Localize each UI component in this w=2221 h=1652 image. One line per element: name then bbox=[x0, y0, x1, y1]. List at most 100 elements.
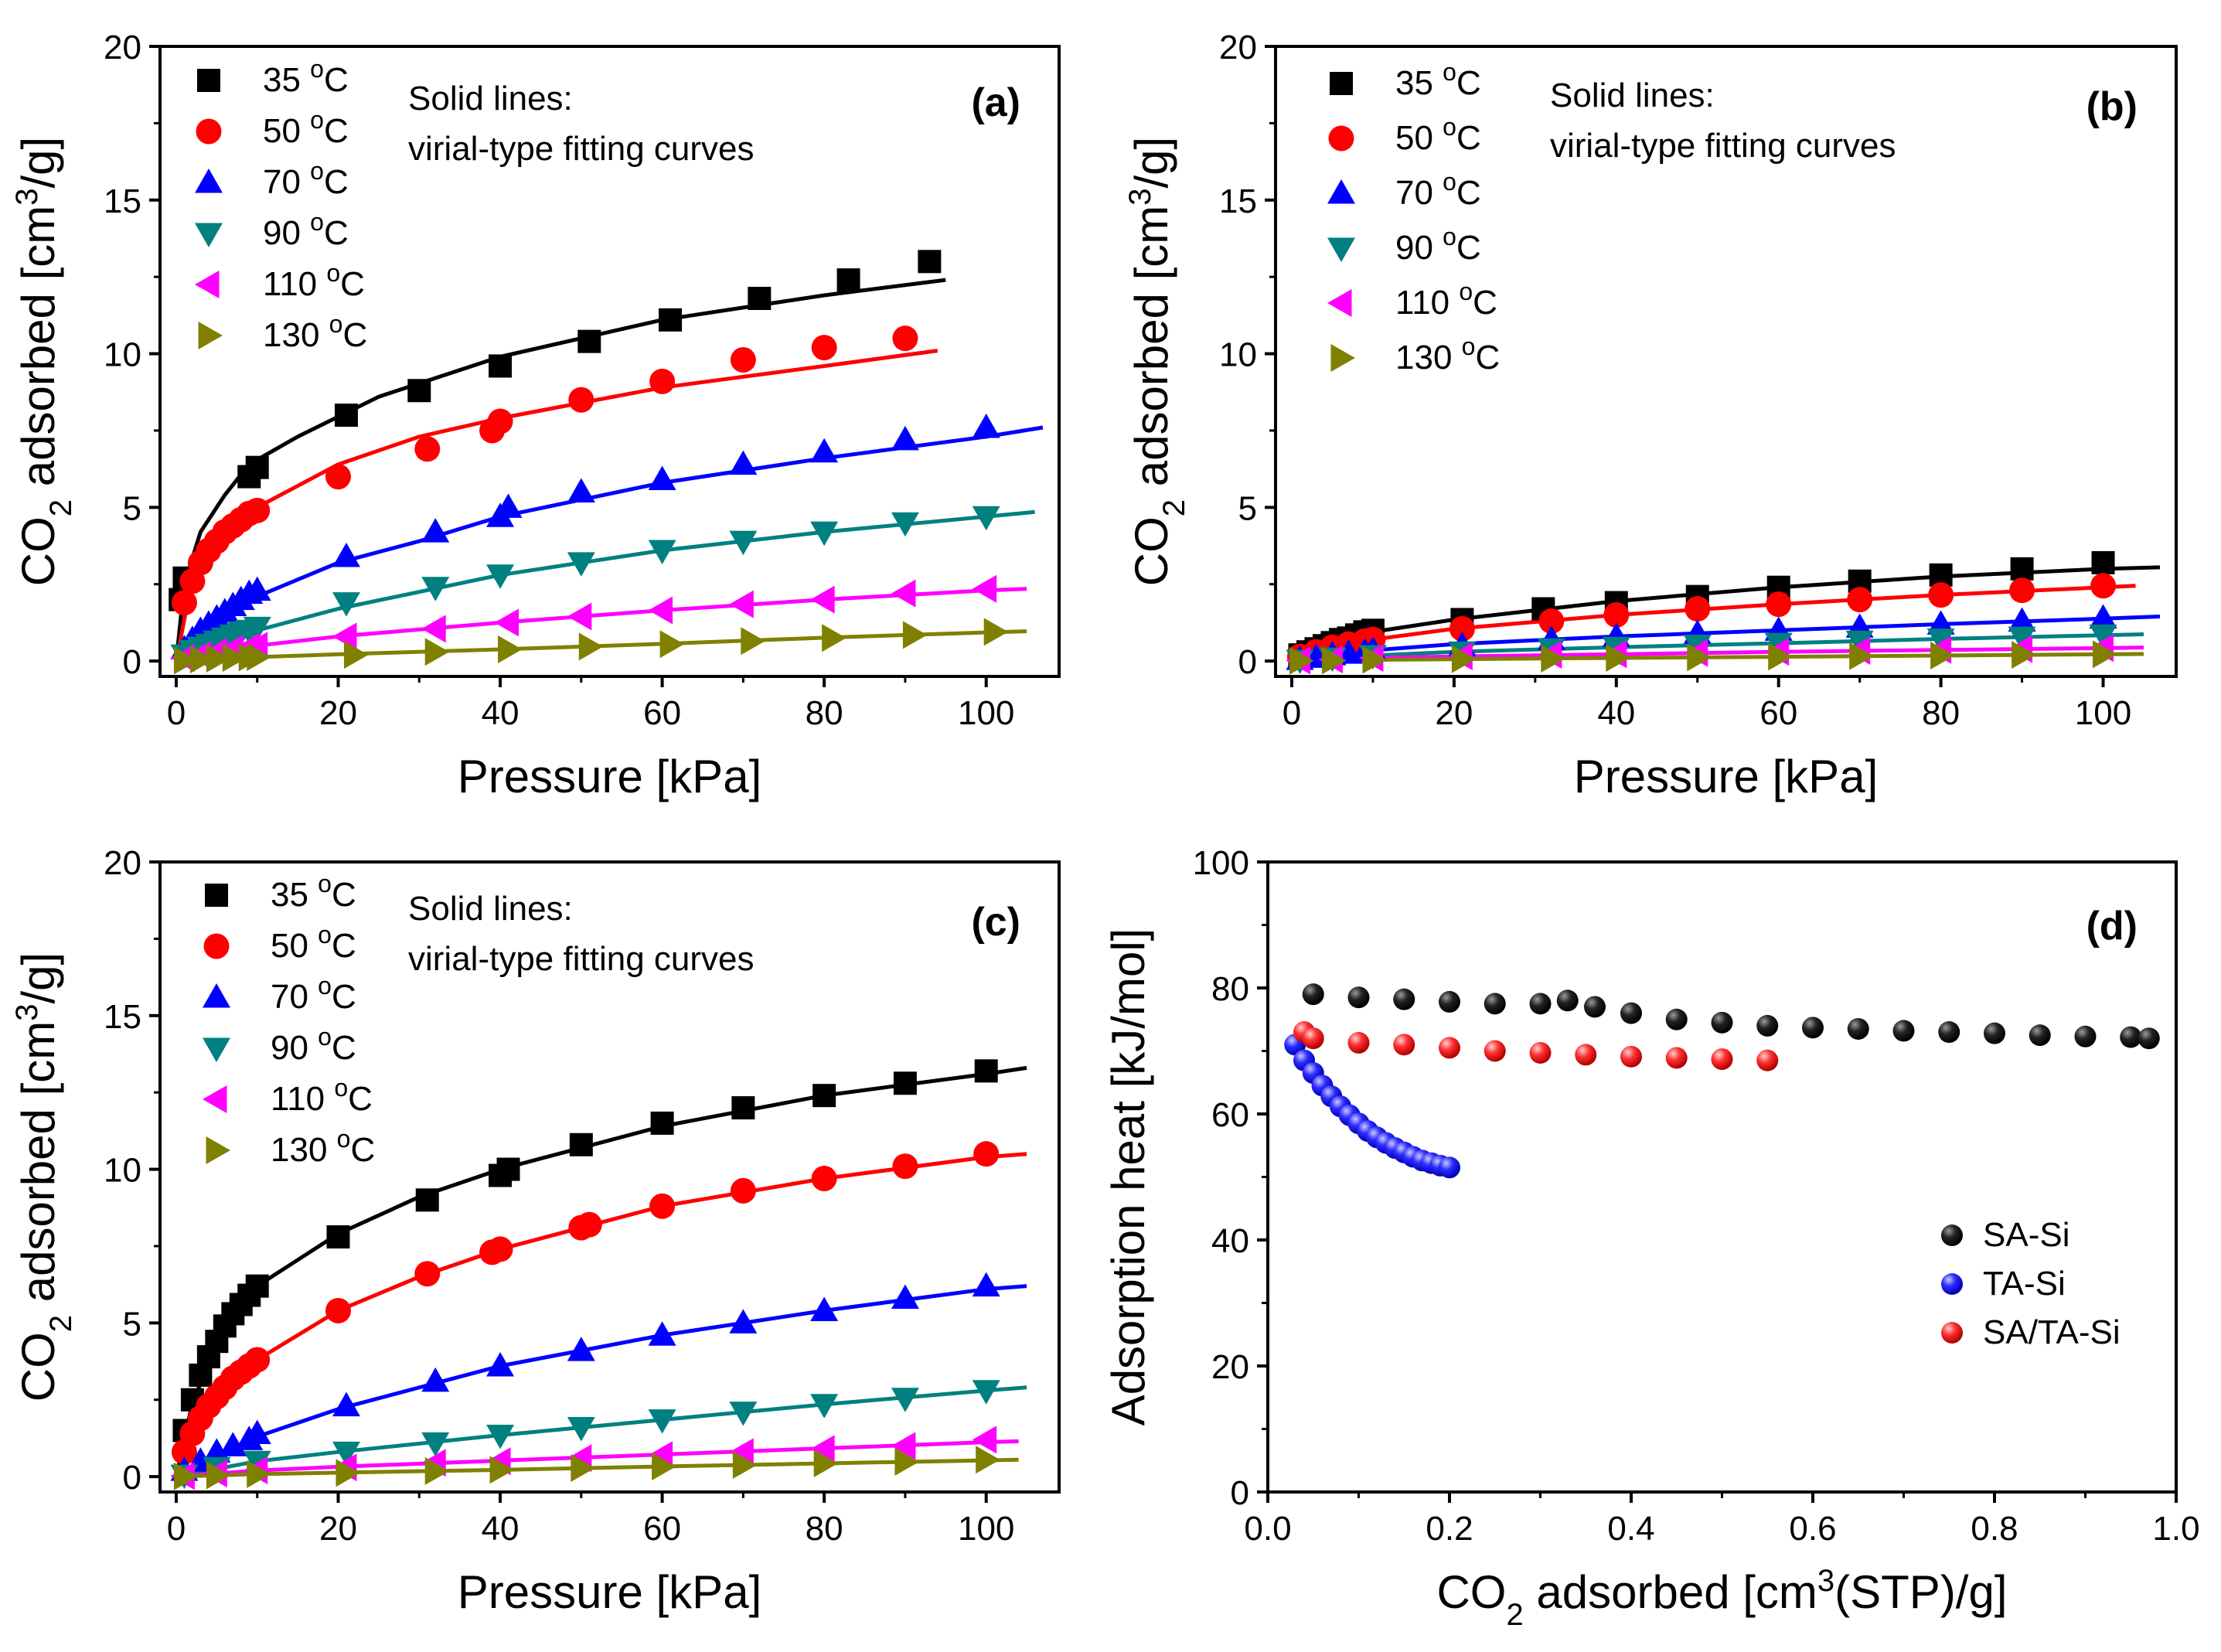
panel-c-plot: 0 20 40 60 80 100 0 5 10 15 20 Pressure [kPa] CO2 ad… bbox=[10, 844, 1061, 1618]
legend-label-c-4: 110 oC bbox=[271, 1074, 373, 1118]
panel-a-note-line2: virial-type fitting curves bbox=[408, 130, 754, 168]
data-point-c-0-11 bbox=[415, 1188, 439, 1212]
legend-unit: C bbox=[324, 163, 349, 201]
data-point-a-0-7 bbox=[577, 329, 601, 353]
data-point-c-5-8 bbox=[732, 1451, 758, 1480]
data-point-a-3-12 bbox=[486, 564, 515, 589]
y-tick-label-a-4: 20 bbox=[104, 29, 141, 66]
x-tick-label-d-1: 0.2 bbox=[1426, 1510, 1473, 1548]
legend-unit: C bbox=[332, 978, 356, 1016]
y-axis-title-a: CO2 adsorbed [cm3/g] bbox=[10, 137, 78, 586]
legend-label-a-4: 110 oC bbox=[263, 259, 365, 303]
panel-b: 0 20 40 60 80 100 0 5 10 15 20 Pressure [kPa] CO2 ad… bbox=[1123, 29, 2178, 802]
x-tick-label-a-5: 100 bbox=[958, 694, 1014, 732]
data-point-c-1-19 bbox=[892, 1153, 918, 1180]
legend-degree-sup: o bbox=[1443, 58, 1456, 86]
legend-unit: C bbox=[348, 1080, 373, 1118]
y-axis-title-mid: adsorbed [cm bbox=[12, 1021, 64, 1315]
data-point-d-1-17 bbox=[1439, 1156, 1460, 1179]
y-axis-title-sup: 3 bbox=[10, 189, 44, 206]
legend-marker-a-5 bbox=[198, 322, 223, 349]
legend-unit: C bbox=[350, 1131, 375, 1169]
data-point-d-0-4 bbox=[1484, 993, 1506, 1015]
legend-marker-b-1 bbox=[1328, 125, 1354, 152]
x-axis-title-sub: 2 bbox=[1506, 1598, 1523, 1632]
y-axis-title-c: CO2 adsorbed [cm3/g] bbox=[10, 952, 78, 1402]
x-tick-label-d-5: 1.0 bbox=[2152, 1510, 2199, 1548]
data-point-c-3-10 bbox=[891, 1388, 919, 1412]
data-point-b-5-9 bbox=[1930, 641, 1955, 669]
y-axis-title-d: Adsorption heat [kJ/mol] bbox=[1102, 928, 1154, 1426]
legend-marker-a-2 bbox=[195, 169, 223, 193]
data-point-b-1-6 bbox=[1449, 615, 1475, 642]
data-point-a-3-10 bbox=[332, 592, 360, 617]
data-point-a-0-3 bbox=[245, 455, 269, 479]
fit-line-a-4 bbox=[175, 587, 1027, 663]
data-point-d-2-3 bbox=[1393, 1034, 1415, 1056]
data-point-a-3-13 bbox=[567, 552, 595, 577]
data-point-a-0-9 bbox=[748, 287, 772, 310]
x-tick-label-c-3: 60 bbox=[643, 1510, 681, 1548]
y-tick-label-c-2: 10 bbox=[104, 1152, 141, 1190]
data-point-d-0-18 bbox=[2074, 1025, 2097, 1047]
data-point-c-2-9 bbox=[567, 1337, 595, 1361]
data-point-d-0-10 bbox=[1711, 1011, 1733, 1034]
data-point-d-2-5 bbox=[1484, 1040, 1506, 1062]
data-point-d-2-8 bbox=[1620, 1045, 1642, 1068]
legend-label-a-0: 35 oC bbox=[263, 55, 349, 99]
data-point-a-4-10 bbox=[648, 596, 673, 625]
data-point-d-0-1 bbox=[1347, 986, 1370, 1009]
x-tick-label-d-2: 0.4 bbox=[1607, 1510, 1654, 1548]
data-point-a-1-0 bbox=[171, 590, 197, 616]
data-point-a-5-8 bbox=[498, 635, 523, 664]
data-point-b-2-14 bbox=[2089, 604, 2117, 628]
legend-label-a-1: 50 oC bbox=[263, 106, 349, 150]
data-point-b-1-9 bbox=[1684, 596, 1711, 622]
y-tick-label-d-0: 0 bbox=[1231, 1474, 1249, 1512]
legend-marker-c-3 bbox=[203, 1037, 230, 1062]
legend-label-b-4: 110 oC bbox=[1395, 278, 1497, 322]
data-point-a-5-9 bbox=[578, 632, 604, 661]
data-point-b-1-10 bbox=[1766, 591, 1792, 618]
y-tick-label-b-0: 0 bbox=[1238, 643, 1257, 681]
y-tick-label-d-2: 40 bbox=[1211, 1222, 1249, 1260]
data-point-d-0-19 bbox=[2120, 1026, 2142, 1048]
y-axis-title-sub: 2 bbox=[44, 1315, 78, 1332]
panel-a-plot: 0 20 40 60 80 100 0 5 10 15 20 Pressure [kPa] CO2 ad… bbox=[10, 29, 1061, 802]
data-point-d-0-8 bbox=[1620, 1002, 1642, 1024]
panel-c-note-line1: Solid lines: bbox=[408, 890, 573, 928]
y-tick-label-b-3: 15 bbox=[1219, 182, 1257, 220]
legend-marker-b-4 bbox=[1327, 289, 1352, 317]
data-point-a-1-11 bbox=[414, 436, 441, 462]
fit-line-c-4 bbox=[175, 1439, 1019, 1479]
y-axis-title-sub: 2 bbox=[1157, 499, 1191, 516]
x-tick-label-d-0: 0.0 bbox=[1244, 1510, 1291, 1548]
legend-degree-sup: o bbox=[1443, 223, 1456, 250]
data-point-a-5-12 bbox=[822, 624, 847, 652]
data-point-b-1-12 bbox=[1928, 582, 1954, 608]
legend-marker-b-0 bbox=[1330, 72, 1353, 95]
legend-degree-sup: o bbox=[318, 870, 332, 898]
panel-d-plot: 0.0 0.2 0.4 0.6 0.8 1.0 0 20 40 60 80 100 CO2 adsorb… bbox=[1102, 844, 2200, 1632]
data-point-d-2-9 bbox=[1665, 1047, 1688, 1069]
data-point-d-0-16 bbox=[1984, 1022, 2005, 1044]
data-point-d-2-10 bbox=[1711, 1048, 1733, 1071]
data-point-c-4-9 bbox=[810, 1435, 835, 1463]
data-point-a-2-10 bbox=[332, 542, 360, 567]
legend-unit: C bbox=[324, 112, 349, 150]
y-tick-label-c-1: 5 bbox=[123, 1305, 141, 1343]
x-tick-label-c-0: 0 bbox=[167, 1510, 186, 1548]
legend-marker-c-2 bbox=[203, 983, 230, 1008]
data-point-c-1-17 bbox=[730, 1177, 756, 1204]
y-tick-label-c-4: 20 bbox=[104, 844, 141, 882]
fit-line-c-1 bbox=[174, 1152, 1027, 1478]
axes-frame-a bbox=[158, 45, 1061, 678]
legend-label-b-1: 50 oC bbox=[1395, 113, 1481, 157]
data-point-a-2-18 bbox=[891, 425, 919, 451]
data-point-c-5-7 bbox=[652, 1453, 676, 1481]
y-axis-title-mid: adsorbed [cm bbox=[12, 206, 64, 499]
data-point-a-4-7 bbox=[421, 615, 446, 643]
legend-label-b-3: 90 oC bbox=[1395, 223, 1481, 267]
data-point-b-0-18 bbox=[2091, 550, 2115, 574]
legend-marker-d-0 bbox=[1941, 1225, 1963, 1246]
